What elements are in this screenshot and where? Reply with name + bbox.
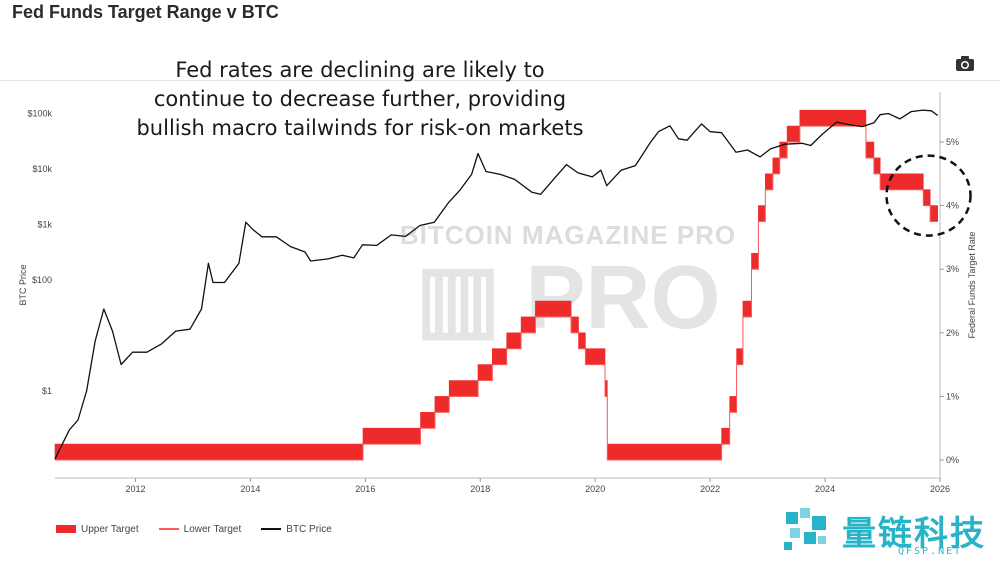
legend-swatch-lower	[158, 528, 179, 530]
chart-header: Fed Funds Target Range v BTC	[0, 0, 1000, 33]
brand-logo: 量链科技 QFSP.NET	[780, 502, 1000, 558]
y-right-tick-label: 5%	[946, 137, 959, 147]
y-left-tick-label: $1k	[37, 220, 52, 230]
legend-swatch-btc	[261, 528, 282, 530]
legend-label-btc: BTC Price	[286, 523, 332, 535]
y-left-tick-label: $100k	[27, 109, 52, 119]
y-right-tick-label: 0%	[946, 455, 959, 465]
y-right-tick-label: 1%	[946, 391, 959, 401]
legend-lower-target[interactable]: Lower Target	[158, 523, 242, 535]
brand-name: 量链科技	[842, 514, 986, 554]
plot-area	[55, 92, 940, 478]
annotation-dashed-circle	[885, 154, 972, 237]
annotation-line-1: Fed rates are declining are likely to	[175, 58, 545, 82]
brand-logo-icon	[784, 508, 826, 550]
annotation-line-2: continue to decrease further, providing	[153, 87, 567, 111]
y-right-tick-label: 2%	[946, 328, 959, 338]
brand-domain: QFSP.NET	[898, 546, 963, 557]
y-right-tick-label: 4%	[946, 201, 959, 211]
y-left-tick-label: $1	[42, 386, 52, 396]
chart-toolbar	[0, 32, 1000, 81]
x-tick-label: 2022	[700, 484, 720, 494]
y-left-axis-label: BTC Price	[18, 264, 28, 305]
x-tick-label: 2018	[470, 484, 490, 494]
annotation-line-3: bullish macro tailwinds for risk-on mark…	[136, 116, 584, 140]
watermark-logo: ▥ PRO	[415, 248, 720, 348]
x-tick-label: 2016	[355, 484, 375, 494]
legend-label-upper: Upper Target	[81, 523, 139, 535]
x-tick-label: 2026	[930, 484, 950, 494]
camera-icon[interactable]	[954, 54, 976, 72]
chart-title: Fed Funds Target Range v BTC	[12, 2, 279, 22]
series-btc-price-line	[54, 109, 939, 460]
chart-area: BITCOIN MAGAZINE PRO▥ PRO 2012 2014 2016 201…	[18, 92, 977, 494]
watermark-text: BITCOIN MAGAZINE PRO	[400, 220, 736, 250]
y-right-axis-label: Federal Funds Target Rate	[967, 232, 977, 339]
y-left-tick-label: $100	[32, 275, 52, 285]
x-tick-label: 2024	[815, 484, 835, 494]
y-right-tick-label: 3%	[946, 264, 959, 274]
x-tick-label: 2020	[585, 484, 605, 494]
legend-btc-price[interactable]: BTC Price	[261, 524, 332, 535]
legend-label-lower: Lower Target	[183, 523, 242, 535]
legend-upper-target[interactable]: Upper Target	[56, 524, 139, 535]
x-tick-label: 2012	[125, 484, 145, 494]
y-left-tick-label: $10k	[32, 164, 52, 174]
chart-legend: Upper Target Lower Target BTC Price	[56, 521, 352, 537]
x-tick-label: 2014	[240, 484, 260, 494]
annotation-text: Fed rates are declining are likely to co…	[60, 56, 660, 143]
legend-swatch-upper	[56, 525, 76, 533]
